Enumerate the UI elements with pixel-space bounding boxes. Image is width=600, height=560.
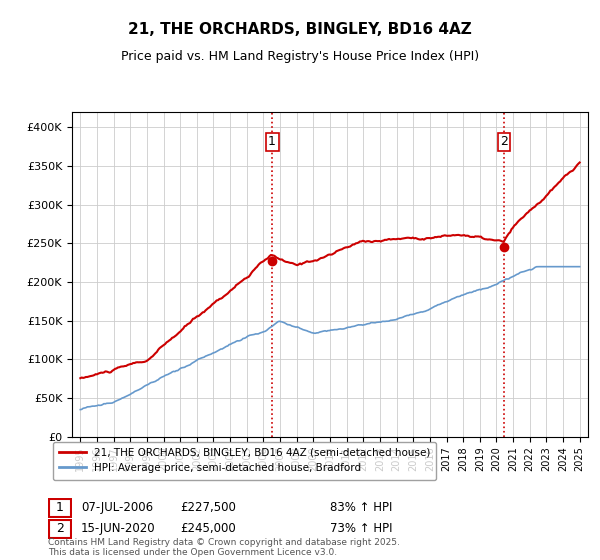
Text: 1: 1 xyxy=(268,135,276,148)
Legend: 21, THE ORCHARDS, BINGLEY, BD16 4AZ (semi-detached house), HPI: Average price, s: 21, THE ORCHARDS, BINGLEY, BD16 4AZ (sem… xyxy=(53,441,436,480)
FancyBboxPatch shape xyxy=(49,499,71,517)
Text: 21, THE ORCHARDS, BINGLEY, BD16 4AZ: 21, THE ORCHARDS, BINGLEY, BD16 4AZ xyxy=(128,22,472,38)
Text: 2: 2 xyxy=(500,135,508,148)
FancyBboxPatch shape xyxy=(49,520,71,538)
Text: 73% ↑ HPI: 73% ↑ HPI xyxy=(330,522,392,535)
Text: 2: 2 xyxy=(56,522,64,535)
Text: Price paid vs. HM Land Registry's House Price Index (HPI): Price paid vs. HM Land Registry's House … xyxy=(121,50,479,63)
Text: 07-JUL-2006: 07-JUL-2006 xyxy=(81,501,153,515)
Text: Contains HM Land Registry data © Crown copyright and database right 2025.
This d: Contains HM Land Registry data © Crown c… xyxy=(48,538,400,557)
Text: 83% ↑ HPI: 83% ↑ HPI xyxy=(330,501,392,515)
Text: 15-JUN-2020: 15-JUN-2020 xyxy=(81,522,155,535)
Text: £227,500: £227,500 xyxy=(180,501,236,515)
Text: £245,000: £245,000 xyxy=(180,522,236,535)
Text: 1: 1 xyxy=(56,501,64,515)
